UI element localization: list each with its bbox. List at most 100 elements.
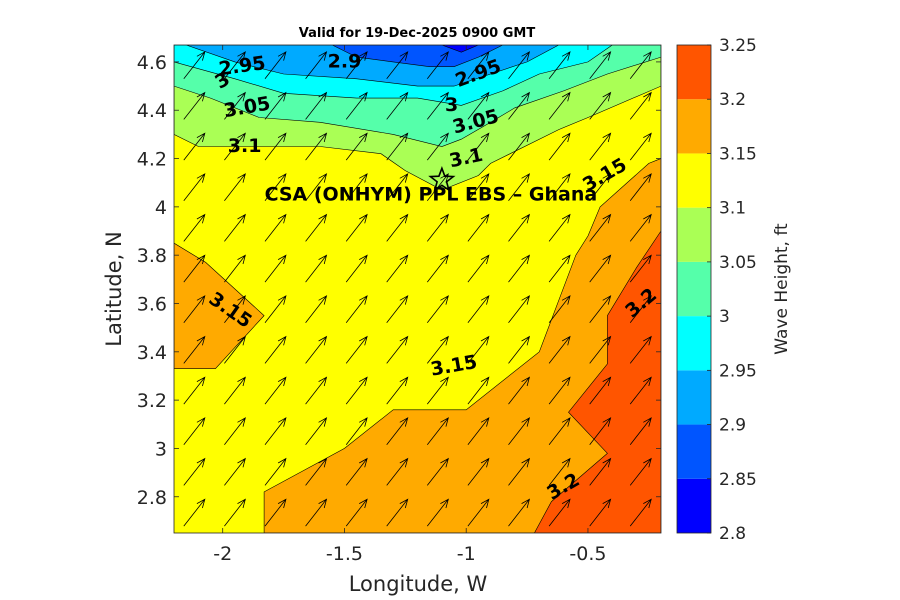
wind-arrow	[629, 173, 652, 201]
chart-title: Valid for 19-Dec-2025 0900 GMT	[299, 26, 536, 41]
wind-arrow	[629, 417, 652, 445]
colorbar-swatch	[677, 45, 711, 100]
wind-arrow	[183, 335, 206, 364]
x-tick-label: -1	[457, 543, 476, 565]
wind-arrow	[426, 254, 449, 283]
wind-arrow	[386, 254, 409, 283]
wind-arrow	[508, 417, 531, 445]
wind-arrow	[264, 295, 287, 323]
wind-arrow	[508, 376, 531, 405]
wind-arrow	[224, 254, 246, 283]
wind-arrow	[548, 213, 571, 242]
wind-arrow	[264, 91, 287, 120]
wind-arrow	[386, 132, 409, 161]
wind-arrow	[305, 376, 328, 405]
wind-arrow	[548, 498, 571, 527]
colorbar-tick-label: 2.85	[719, 470, 757, 490]
wind-arrow	[629, 498, 652, 527]
wind-arrow	[589, 376, 612, 405]
wind-arrow	[467, 132, 490, 161]
wind-arrow	[467, 254, 490, 283]
wind-arrow	[224, 417, 246, 445]
wind-arrow	[264, 335, 287, 364]
wind-arrow	[589, 335, 612, 364]
wind-arrow	[589, 132, 612, 161]
wind-arrow	[467, 91, 490, 120]
colorbar-tick-label: 3.15	[719, 144, 757, 164]
wind-arrow	[183, 295, 206, 323]
wind-arrow	[345, 295, 368, 323]
wind-arrow	[548, 457, 571, 486]
colorbar-swatch	[677, 261, 711, 317]
x-tick-label: -2	[213, 543, 232, 565]
wind-arrow	[183, 213, 206, 242]
contour-band-2.8-2.85	[441, 45, 479, 53]
wind-arrow	[305, 498, 328, 527]
wind-arrow	[305, 91, 328, 120]
wind-arrow	[467, 376, 490, 405]
wind-arrow	[305, 213, 328, 242]
wind-arrow	[264, 213, 287, 242]
wind-arrows	[183, 51, 652, 527]
wind-arrow	[386, 457, 409, 486]
wind-arrow	[467, 295, 490, 323]
wind-arrow	[548, 417, 571, 445]
colorbar-tick-label: 3.2	[719, 90, 746, 110]
wind-arrow	[508, 91, 531, 120]
wind-arrow	[183, 254, 206, 283]
wind-arrow	[589, 51, 612, 79]
wind-arrow	[224, 173, 246, 201]
wind-arrow	[386, 91, 409, 120]
wind-arrow	[305, 254, 328, 283]
x-tick-label: -1.5	[326, 543, 363, 565]
wind-arrow	[345, 457, 368, 486]
site-marker-group: CSA (ONHYM) PPL EBS – Ghana	[265, 166, 597, 205]
wind-arrow	[426, 51, 449, 79]
wind-arrow	[508, 173, 531, 201]
wind-arrow	[264, 457, 287, 486]
y-tick-label: 4.2	[137, 149, 167, 171]
wind-arrow	[426, 457, 449, 486]
colorbar-tick-label: 2.8	[719, 524, 746, 544]
contour-label: 2.9	[328, 50, 362, 72]
y-axis: 2.8 3 3.2 3.4 3.6 3.8 4 4.2 4.4 4.6	[137, 52, 661, 509]
wind-arrow	[548, 51, 571, 79]
wind-arrow	[224, 132, 246, 161]
wind-arrow	[426, 376, 449, 405]
wind-arrow	[508, 132, 531, 161]
wind-arrow	[467, 51, 490, 79]
wind-arrow	[264, 417, 287, 445]
wind-arrow	[264, 254, 287, 283]
wind-arrow	[345, 132, 368, 161]
colorbar-tick-label: 2.95	[719, 361, 757, 381]
wind-arrow	[508, 51, 531, 79]
wind-arrow	[183, 498, 206, 527]
wind-arrow	[589, 417, 612, 445]
wind-arrow	[548, 173, 571, 201]
wind-arrow	[305, 417, 328, 445]
wind-arrow	[589, 213, 612, 242]
wind-arrow	[548, 335, 571, 364]
wind-arrow	[629, 132, 652, 161]
colorbar-label: Wave Height, ft	[772, 223, 792, 355]
wind-arrow	[589, 254, 612, 283]
wind-arrow	[548, 132, 571, 161]
wind-arrow	[264, 498, 287, 527]
y-tick-label: 2.8	[137, 487, 167, 509]
wind-arrow	[305, 295, 328, 323]
wind-arrow	[305, 457, 328, 486]
wind-arrow	[426, 132, 449, 161]
wind-arrow	[589, 91, 612, 120]
y-tick-label: 3.6	[137, 293, 167, 315]
wind-arrow	[345, 335, 368, 364]
wind-arrow	[426, 417, 449, 445]
colorbar: 2.8 2.85 2.9 2.95 3 3.05 3.1 3.15 3.2 3.25	[676, 36, 757, 544]
wind-arrow	[386, 173, 409, 201]
wind-arrow	[589, 173, 612, 201]
colorbar-tick-label: 3	[719, 307, 730, 327]
contour-band-3.2-3.25	[534, 230, 661, 533]
wind-arrow	[467, 457, 490, 486]
wind-arrow	[224, 295, 246, 323]
wind-arrow	[467, 417, 490, 445]
